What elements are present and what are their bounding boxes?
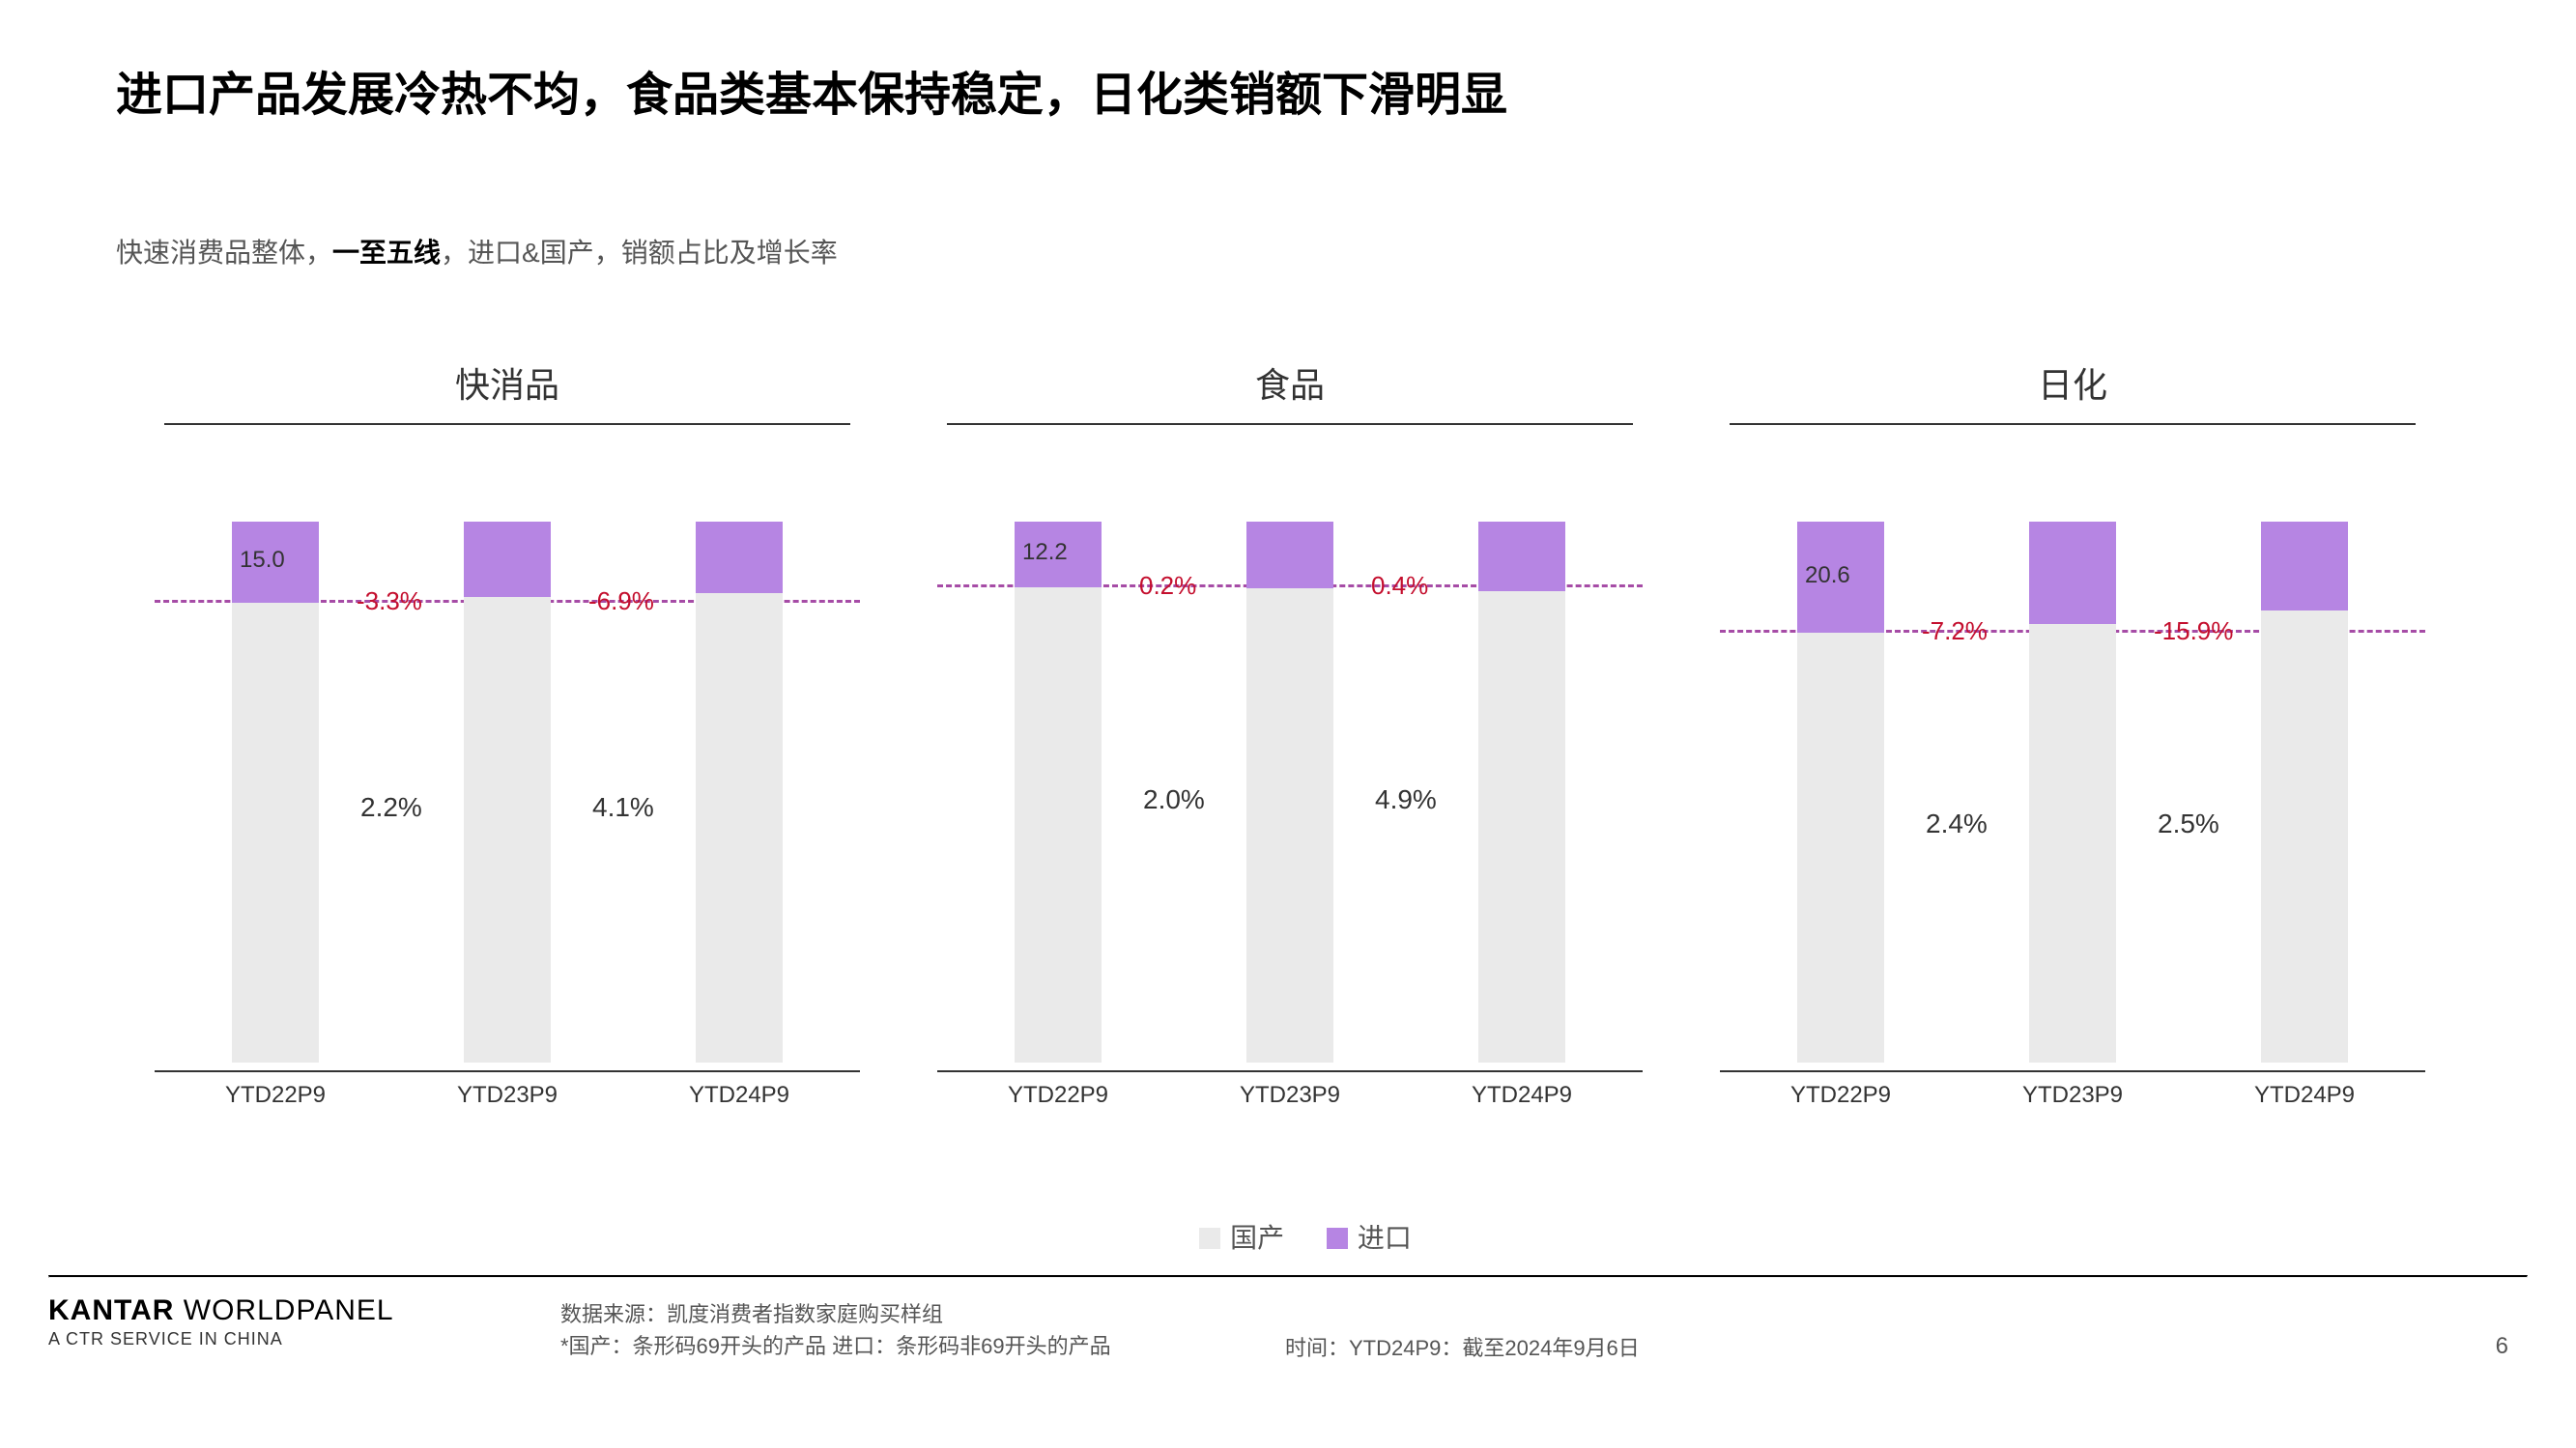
bar-group [1015, 522, 1102, 1063]
bar-segment-domestic [2029, 624, 2116, 1063]
growth-domestic-label: 4.9% [1375, 784, 1437, 815]
bar-segment-domestic [1015, 587, 1102, 1063]
growth-import-label: -7.2% [1922, 616, 1988, 646]
panel-title: 食品 [928, 357, 1652, 423]
bar-group [1246, 522, 1333, 1063]
x-axis [937, 1070, 1643, 1072]
x-tick-label: YTD22P9 [1790, 1082, 1891, 1109]
x-tick-label: YTD24P9 [689, 1082, 789, 1109]
growth-import-label: -3.3% [357, 586, 422, 616]
footer-rule [48, 1275, 2528, 1278]
growth-import-label: -6.9% [588, 586, 654, 616]
x-tick-label: YTD23P9 [1240, 1082, 1340, 1109]
brand-light: WORLDPANEL [174, 1294, 393, 1326]
bar-segment-domestic [1797, 633, 1884, 1063]
growth-domestic-label: 2.0% [1143, 784, 1205, 815]
brand-bold: KANTAR [48, 1294, 174, 1326]
bar-segment-import [2261, 522, 2348, 610]
x-tick-label: YTD24P9 [1472, 1082, 1572, 1109]
bar-segment-import [1478, 522, 1565, 591]
bar-segment-import [696, 522, 783, 593]
x-tick-label: YTD22P9 [1008, 1082, 1108, 1109]
brand-logo: KANTAR WORLDPANEL [48, 1294, 2528, 1327]
panel-rule [1730, 423, 2416, 425]
panel-rule [947, 423, 1633, 425]
bar-segment-domestic [2261, 610, 2348, 1063]
bar-segment-domestic [232, 603, 319, 1063]
x-axis [155, 1070, 860, 1072]
subtitle: 快速消费品整体，一至五线，进口&国产，销额占比及增长率 [116, 232, 838, 270]
growth-domestic-label: 2.5% [2158, 809, 2219, 839]
growth-domestic-label: 2.2% [360, 792, 422, 823]
legend-swatch-import [1327, 1228, 1348, 1249]
bar-segment-domestic [696, 593, 783, 1063]
growth-import-label: -15.9% [2154, 616, 2233, 646]
legend-swatch-domestic [1199, 1228, 1220, 1249]
footnote-line2: *国产：条形码69开头的产品 进口：条形码非69开头的产品 [560, 1330, 1111, 1362]
x-axis [1720, 1070, 2425, 1072]
plot-area: 15.0-3.3%-6.9%2.2%4.1%YTD22P9YTD23P9YTD2… [145, 464, 870, 1063]
subtitle-part1: 快速消费品整体， [116, 238, 332, 268]
bar-group [696, 522, 783, 1063]
bar-group [2261, 522, 2348, 1063]
x-tick-label: YTD24P9 [2254, 1082, 2355, 1109]
growth-import-label: 0.2% [1139, 571, 1196, 601]
bar-group [232, 522, 319, 1063]
panel-2: 日化 20.6 -7.2% -15.9% 2.4% 2.5% YTD22P9 YTD23P9 Y… [1681, 357, 2464, 1150]
import-value-label: 12.2 [1022, 539, 1068, 566]
subtitle-bold: 一至五线 [332, 238, 441, 268]
growth-domestic-label: 2.4% [1926, 809, 1988, 839]
bar-group [1478, 522, 1565, 1063]
legend-label-import: 进口 [1358, 1223, 1412, 1253]
growth-import-label: 0.4% [1371, 571, 1428, 601]
panel-title: 日化 [1710, 357, 2435, 423]
page-number: 6 [2496, 1333, 2508, 1360]
import-value-label: 20.6 [1805, 562, 1850, 589]
x-tick-label: YTD22P9 [225, 1082, 326, 1109]
plot-area: 20.6-7.2%-15.9%2.4%2.5%YTD22P9YTD23P9YTD… [1710, 464, 2435, 1063]
bar-segment-import [1246, 522, 1333, 588]
time-note: 时间：YTD24P9：截至2024年9月6日 [1285, 1331, 1640, 1362]
panel-1: 食品 12.2 0.2% 0.4% 2.0% 4.9% YTD22P9 YTD23P9 YTD2… [899, 357, 1681, 1150]
panel-title: 快消品 [145, 357, 870, 423]
bar-segment-domestic [1246, 588, 1333, 1063]
bar-group [2029, 522, 2116, 1063]
import-value-label: 15.0 [240, 547, 285, 574]
legend-label-domestic: 国产 [1230, 1223, 1284, 1253]
panel-rule [164, 423, 850, 425]
subtitle-part2: ，进口&国产，销额占比及增长率 [441, 238, 838, 268]
footnote-block: 数据来源：凯度消费者指数家庭购买样组 *国产：条形码69开头的产品 进口：条形码… [560, 1298, 1111, 1362]
footnote-line1: 数据来源：凯度消费者指数家庭购买样组 [560, 1298, 1111, 1330]
page-title: 进口产品发展冷热不均，食品类基本保持稳定，日化类销额下滑明显 [116, 56, 1507, 124]
bar-group [1797, 522, 1884, 1063]
growth-domestic-label: 4.1% [592, 792, 654, 823]
bar-segment-import [464, 522, 551, 597]
x-tick-label: YTD23P9 [2022, 1082, 2123, 1109]
charts-container: 快消品 15.0 -3.3% -6.9% 2.2% 4.1% YTD22P9 YTD23P9 Y… [116, 357, 2464, 1150]
bar-segment-import [2029, 522, 2116, 624]
bar-group [464, 522, 551, 1063]
legend: 国产 进口 [0, 1217, 2576, 1256]
panel-0: 快消品 15.0 -3.3% -6.9% 2.2% 4.1% YTD22P9 YTD23P9 Y… [116, 357, 899, 1150]
bar-segment-domestic [464, 597, 551, 1063]
bar-segment-domestic [1478, 591, 1565, 1063]
plot-area: 12.20.2%0.4%2.0%4.9%YTD22P9YTD23P9YTD24P… [928, 464, 1652, 1063]
x-tick-label: YTD23P9 [457, 1082, 558, 1109]
footer: KANTAR WORLDPANEL A CTR SERVICE IN CHINA… [48, 1294, 2528, 1410]
